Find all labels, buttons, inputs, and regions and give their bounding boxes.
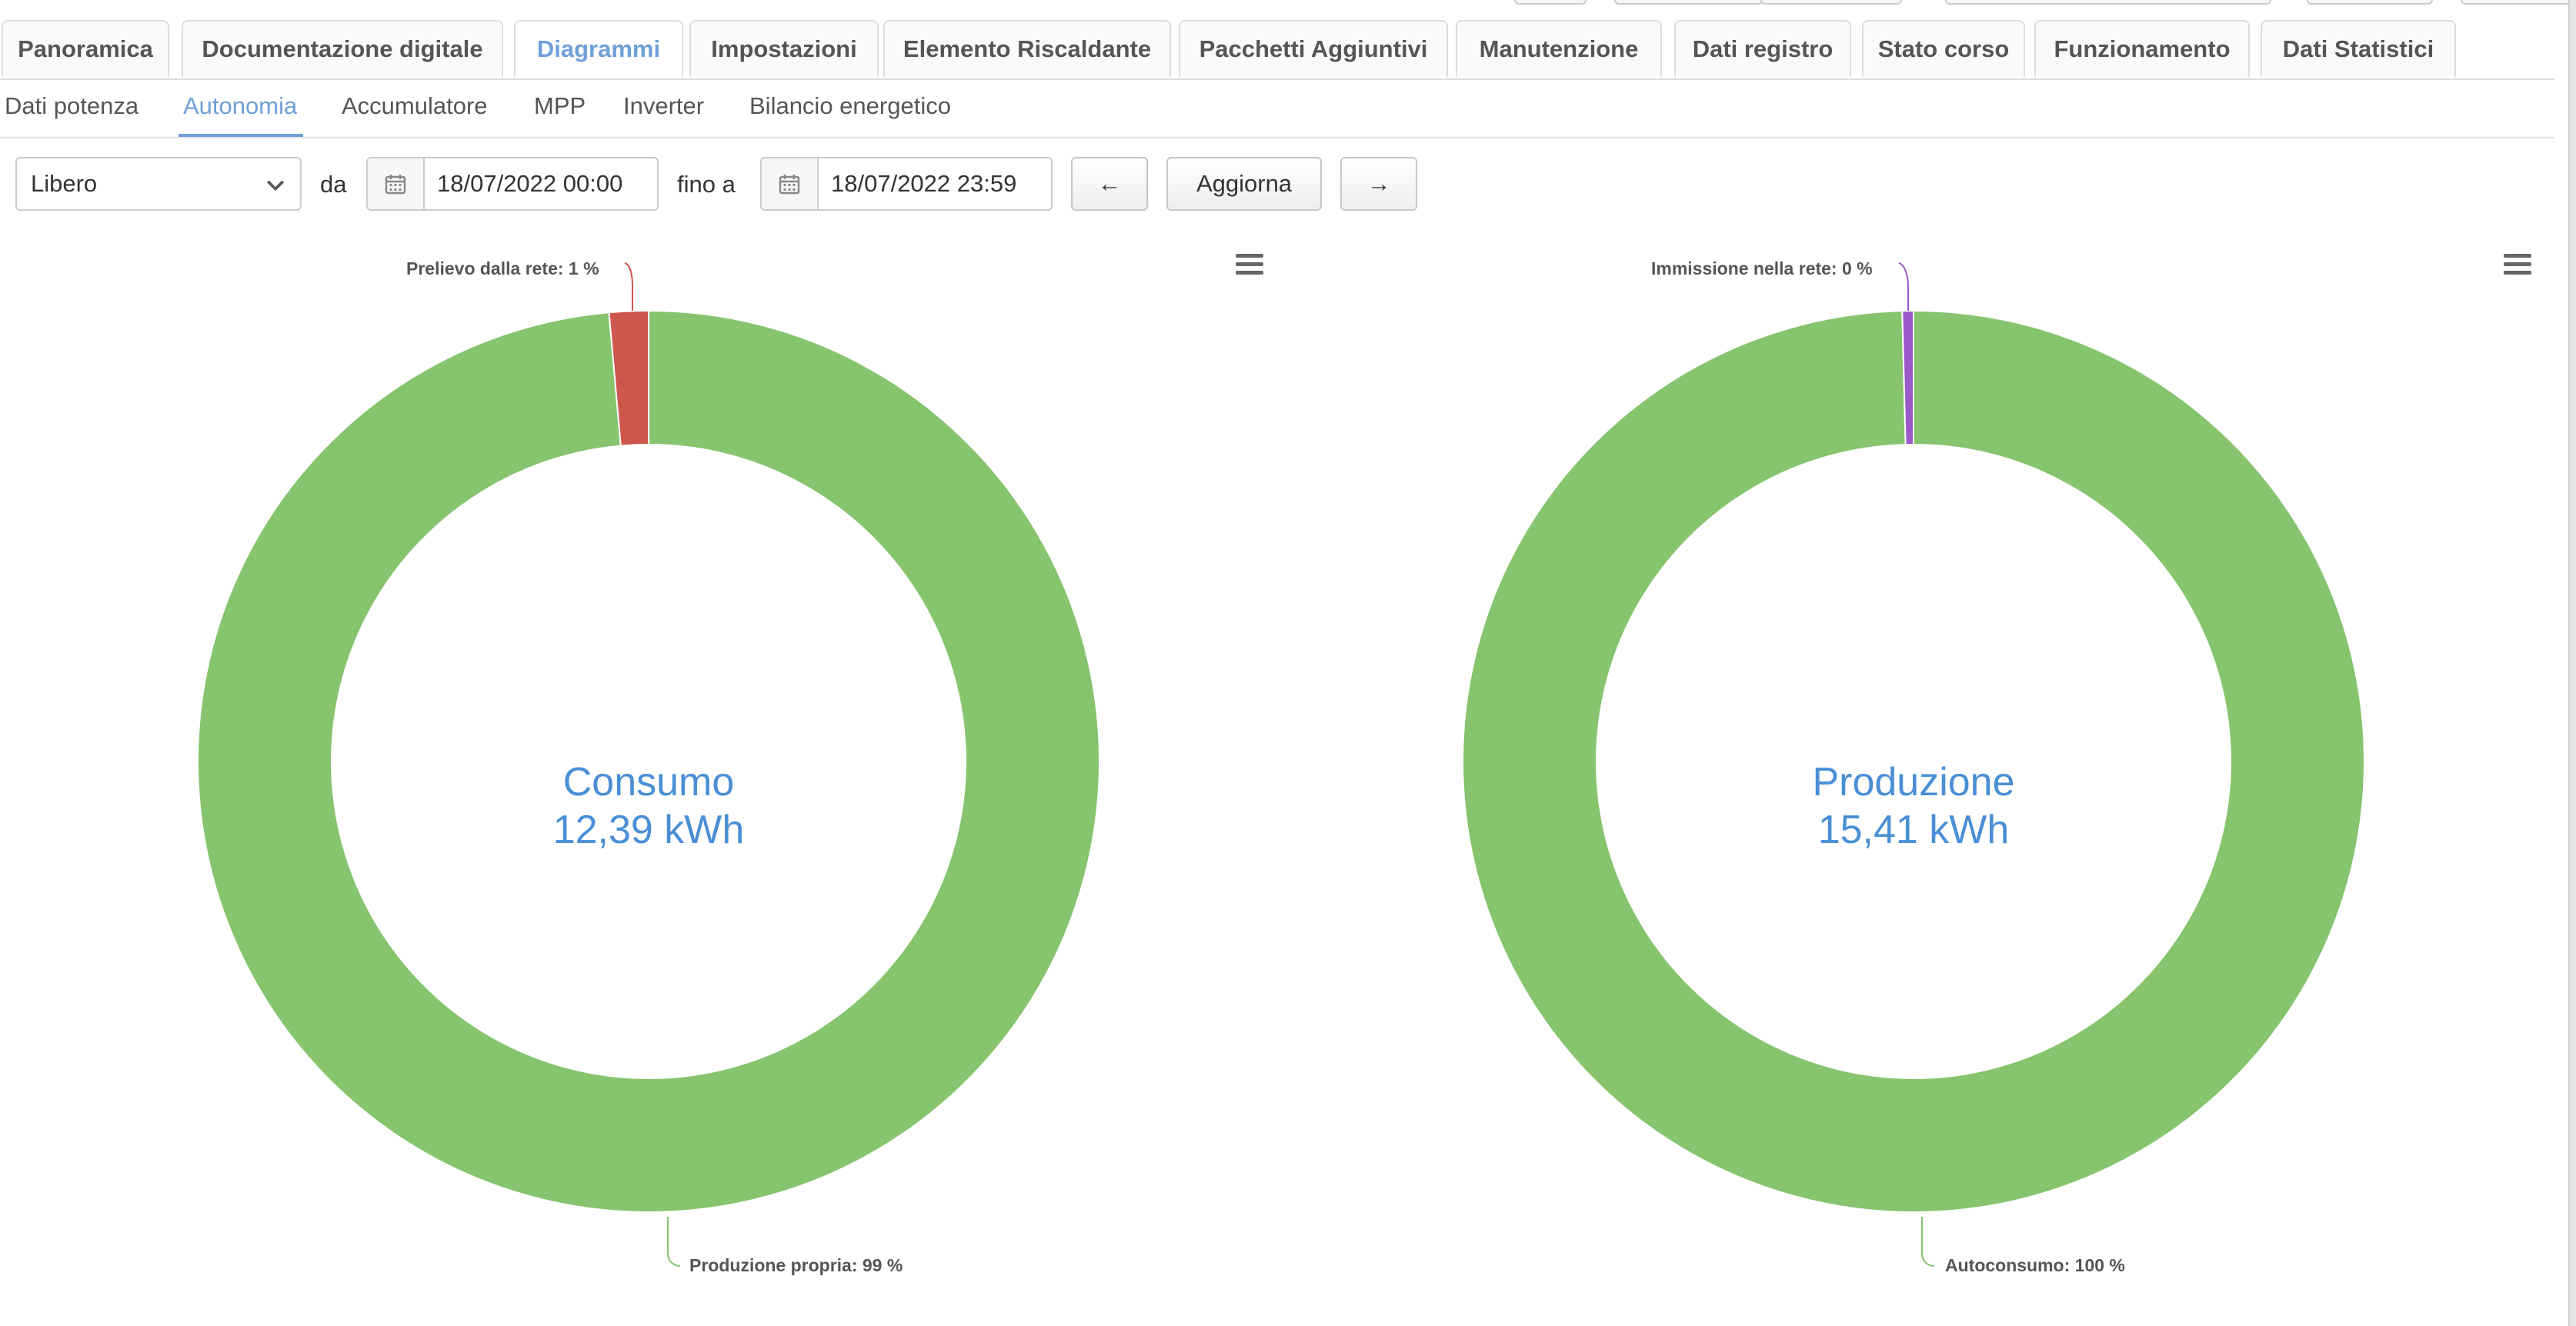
from-label: da [320,171,347,198]
tab-panoramica[interactable]: Panoramica [2,20,169,77]
tab-elemento-riscaldante[interactable]: Elemento Riscaldante [883,20,1171,77]
to-date-value: 18/07/2022 23:59 [831,170,1017,197]
tab-label: Dati Statistici [2282,35,2434,62]
to-label: fino a [677,171,736,198]
tab-stato-corso[interactable]: Stato corso [1862,20,2025,77]
sub-tab-bar: Dati potenza Autonomia Accumulatore MPP … [0,78,2554,138]
production-center-label: Produzione 15,41 kWh [1683,758,2144,854]
tab-label: Manutenzione [1479,35,1639,62]
tab-label: Funzionamento [2054,35,2231,62]
consumption-center-label: Consumo 12,39 kWh [418,758,879,854]
tab-label: Stato corso [1877,35,2010,62]
subtab-mpp[interactable]: MPP [534,92,586,119]
label-connector [1898,262,1909,311]
tab-label: Documentazione digitale [202,35,483,62]
donut-slice[interactable] [608,309,649,447]
tab-label: Panoramica [18,35,153,62]
production-donut-svg [1461,262,2365,1267]
calendar-icon[interactable] [762,158,819,209]
center-value: 15,41 kWh [1817,808,2010,852]
subtab-accumulatore[interactable]: Accumulatore [342,92,488,119]
tab-manutenzione[interactable]: Manutenzione [1456,20,1662,77]
data-label-grid-feed-in: Immissione nella rete: 0 % [1651,258,1873,278]
consumption-donut-chart: Consumo 12,39 kWh Prelievo dalla rete: 1… [0,231,1263,1308]
prev-period-button[interactable]: ← [1071,157,1148,211]
data-label-grid-draw: Prelievo dalla rete: 1 % [406,258,599,278]
top-strip [0,0,2576,6]
chevron-down-icon [266,180,285,192]
tab-diagrammi[interactable]: Diagrammi [514,20,683,78]
tab-label: Dati registro [1692,35,1834,62]
center-title: Produzione [1812,760,2015,805]
label-connector [667,1217,681,1267]
donut-slice[interactable] [1461,309,2365,1213]
subtab-autonomia[interactable]: Autonomia [183,92,298,119]
to-date-input[interactable]: 18/07/2022 23:59 [760,157,1053,211]
subtab-bilancio-energetico[interactable]: Bilancio energetico [749,92,951,119]
calendar-icon[interactable] [368,158,425,209]
period-select[interactable]: Libero [15,157,302,211]
production-donut-chart: Produzione 15,41 kWh Immissione nella re… [1265,231,2531,1308]
donut-slice[interactable] [197,309,1100,1213]
tab-dati-registro[interactable]: Dati registro [1674,20,1851,77]
from-date-value: 18/07/2022 00:00 [437,170,623,197]
data-label-self-consumption: Autoconsumo: 100 % [1945,1255,2125,1275]
tab-label: Elemento Riscaldante [903,35,1152,62]
tab-pacchetti-aggiuntivi[interactable]: Pacchetti Aggiuntivi [1179,20,1448,77]
subtab-inverter[interactable]: Inverter [623,92,705,119]
active-subtab-indicator [179,134,303,137]
donut-slice[interactable] [1901,309,1914,446]
consumption-donut-svg [197,262,1100,1267]
period-select-value: Libero [31,170,98,197]
tab-impostazioni[interactable]: Impostazioni [689,20,879,77]
tab-funzionamento[interactable]: Funzionamento [2034,20,2250,77]
date-range-toolbar: Libero da 18/07/2022 00:00 fino a 18/07/… [0,154,2554,212]
data-label-self-production: Produzione propria: 99 % [689,1255,903,1275]
center-value: 12,39 kWh [552,808,745,852]
tab-documentazione-digitale[interactable]: Documentazione digitale [182,20,503,77]
center-title: Consumo [562,760,735,805]
chart-menu-icon[interactable] [1236,254,1263,277]
subtab-dati-potenza[interactable]: Dati potenza [5,92,139,119]
label-connector [1921,1217,1935,1267]
tab-label: Pacchetti Aggiuntivi [1199,35,1428,62]
main-tab-bar: Panoramica Documentazione digitale Diagr… [0,20,2554,80]
scrollbar[interactable] [2568,0,2576,1326]
next-period-button[interactable]: → [1340,157,1417,211]
from-date-input[interactable]: 18/07/2022 00:00 [366,157,659,211]
refresh-button[interactable]: Aggiorna [1166,157,1322,211]
label-connector [624,262,633,311]
tab-label: Diagrammi [536,35,661,62]
tab-label: Impostazioni [711,35,857,62]
chart-menu-icon[interactable] [2504,254,2531,277]
tab-dati-statistici[interactable]: Dati Statistici [2261,20,2456,77]
